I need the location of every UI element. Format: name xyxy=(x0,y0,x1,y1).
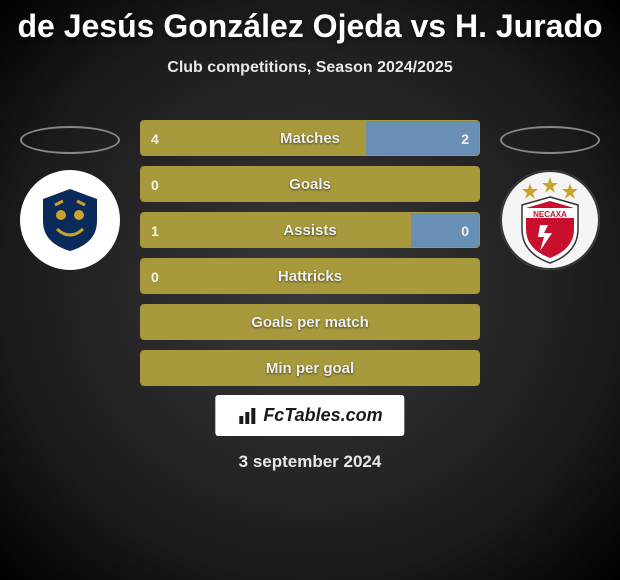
stat-row: Matches4 2 xyxy=(140,120,480,156)
date-text: 3 september 2024 xyxy=(0,452,620,472)
pumas-crest-icon xyxy=(35,185,105,255)
stats-container: Matches42Goals0Assists10Hattricks0Goals … xyxy=(140,120,480,396)
stat-value-right: 2 xyxy=(461,121,469,156)
stat-row: Assists1 0 xyxy=(140,212,480,248)
stat-value-left: 0 xyxy=(151,167,159,202)
svg-text:NECAXA: NECAXA xyxy=(533,210,567,219)
stat-value-right: 0 xyxy=(461,213,469,248)
stat-label: Hattricks xyxy=(141,259,479,294)
stat-value-left: 0 xyxy=(151,259,159,294)
brand-badge: FcTables.com xyxy=(215,395,404,436)
stat-row: Goals0 xyxy=(140,166,480,202)
club-badge-left xyxy=(20,170,120,270)
club-badge-right: NECAXA xyxy=(500,170,600,270)
stat-value-left: 1 xyxy=(151,213,159,248)
stat-label: Matches xyxy=(141,121,479,156)
page-title: de Jesús González Ojeda vs H. Jurado xyxy=(0,0,620,45)
bar-chart-icon xyxy=(237,406,257,426)
brand-text: FcTables.com xyxy=(263,405,382,426)
stat-row: Min per goal xyxy=(140,350,480,386)
necaxa-crest-icon: NECAXA xyxy=(510,175,590,265)
pitch-ellipse-left xyxy=(20,126,120,154)
subtitle: Club competitions, Season 2024/2025 xyxy=(0,59,620,77)
stat-label: Min per goal xyxy=(141,351,479,386)
stat-label: Goals xyxy=(141,167,479,202)
stat-label: Goals per match xyxy=(141,305,479,340)
pitch-ellipse-right xyxy=(500,126,600,154)
stat-value-left: 4 xyxy=(151,121,159,156)
stat-row: Hattricks0 xyxy=(140,258,480,294)
stat-row: Goals per match xyxy=(140,304,480,340)
stat-label: Assists xyxy=(141,213,479,248)
